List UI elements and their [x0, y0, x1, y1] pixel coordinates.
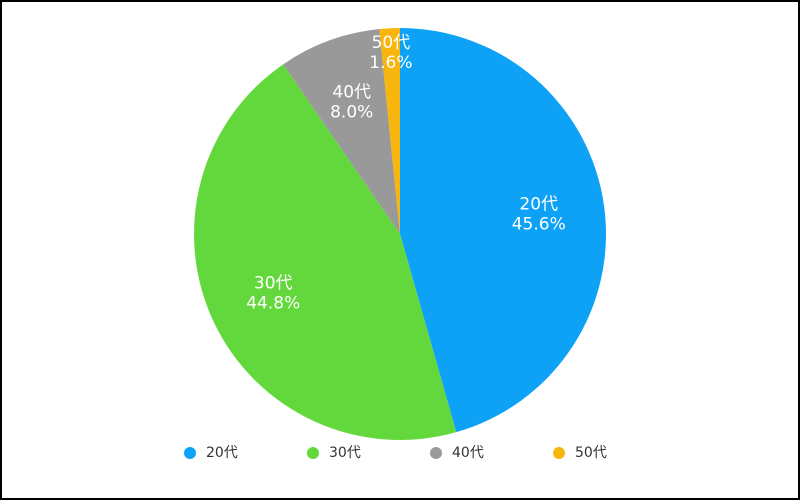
slice-value-label: 1.6%	[369, 53, 412, 73]
slice-value-label: 45.6%	[512, 215, 566, 235]
slice-value-label: 8.0%	[330, 103, 373, 123]
legend-marker	[307, 447, 319, 459]
pie-slice	[194, 64, 457, 440]
legend-label: 30代	[329, 445, 361, 461]
slice-value-label: 44.8%	[246, 294, 300, 314]
pie-slice	[283, 29, 400, 235]
slice-label: 40代	[332, 83, 371, 103]
legend-label: 20代	[206, 445, 238, 461]
slice-label: 50代	[372, 33, 411, 53]
legend-label: 40代	[452, 445, 484, 461]
pie-slice	[400, 28, 606, 433]
slice-label: 20代	[519, 195, 558, 215]
slice-label: 30代	[254, 274, 293, 294]
legend-marker	[553, 447, 565, 459]
legend-marker	[184, 447, 196, 459]
legend-marker	[430, 447, 442, 459]
legend-label: 50代	[575, 445, 607, 461]
pie-slice	[379, 28, 400, 234]
